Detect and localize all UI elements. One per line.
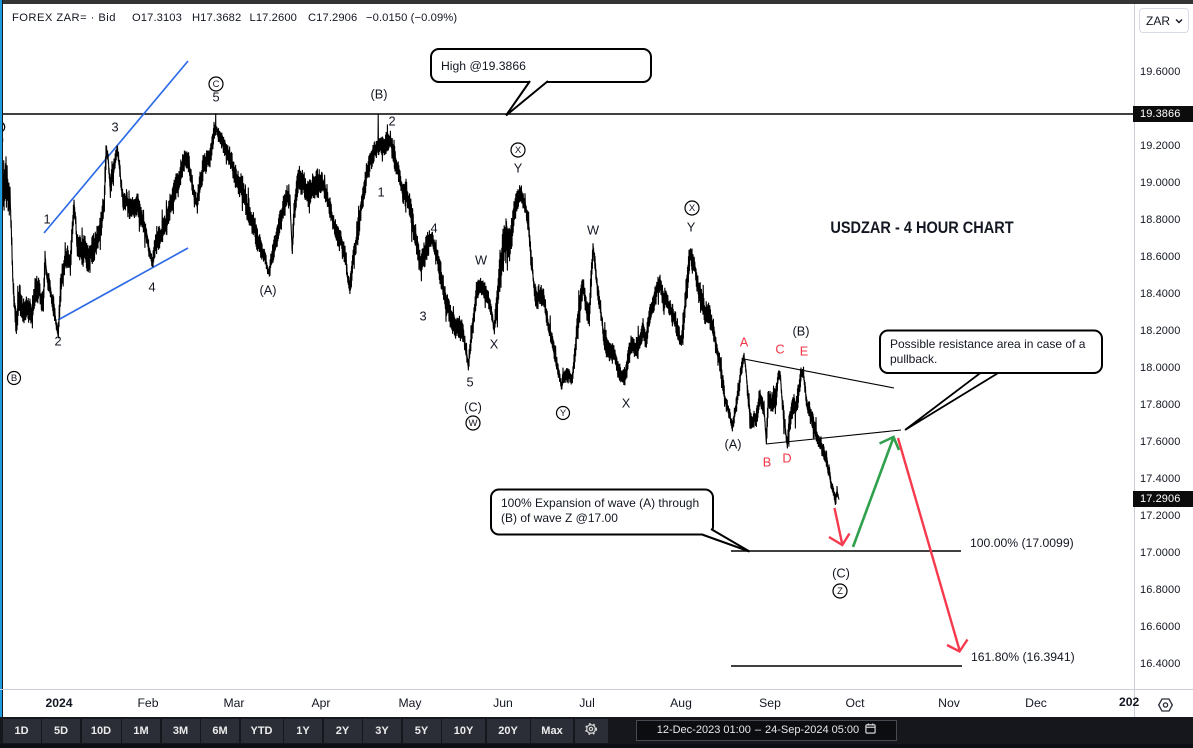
svg-text:C: C (213, 79, 220, 90)
svg-text:Z: Z (837, 586, 843, 597)
svg-text:Y: Y (560, 408, 567, 419)
svg-text:B: B (11, 373, 17, 384)
svg-text:X: X (689, 203, 696, 214)
svg-text:X: X (515, 145, 522, 156)
svg-text:W: W (469, 418, 478, 429)
